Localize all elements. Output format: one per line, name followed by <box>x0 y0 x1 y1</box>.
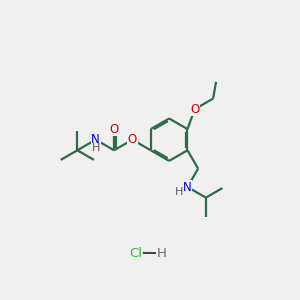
Text: N: N <box>183 181 192 194</box>
Text: O: O <box>128 133 137 146</box>
Text: H: H <box>92 143 100 153</box>
Text: O: O <box>110 123 119 136</box>
Text: Cl: Cl <box>129 247 142 260</box>
Text: N: N <box>91 133 100 146</box>
Text: H: H <box>175 187 183 197</box>
Text: O: O <box>190 103 200 116</box>
Text: H: H <box>157 247 167 260</box>
